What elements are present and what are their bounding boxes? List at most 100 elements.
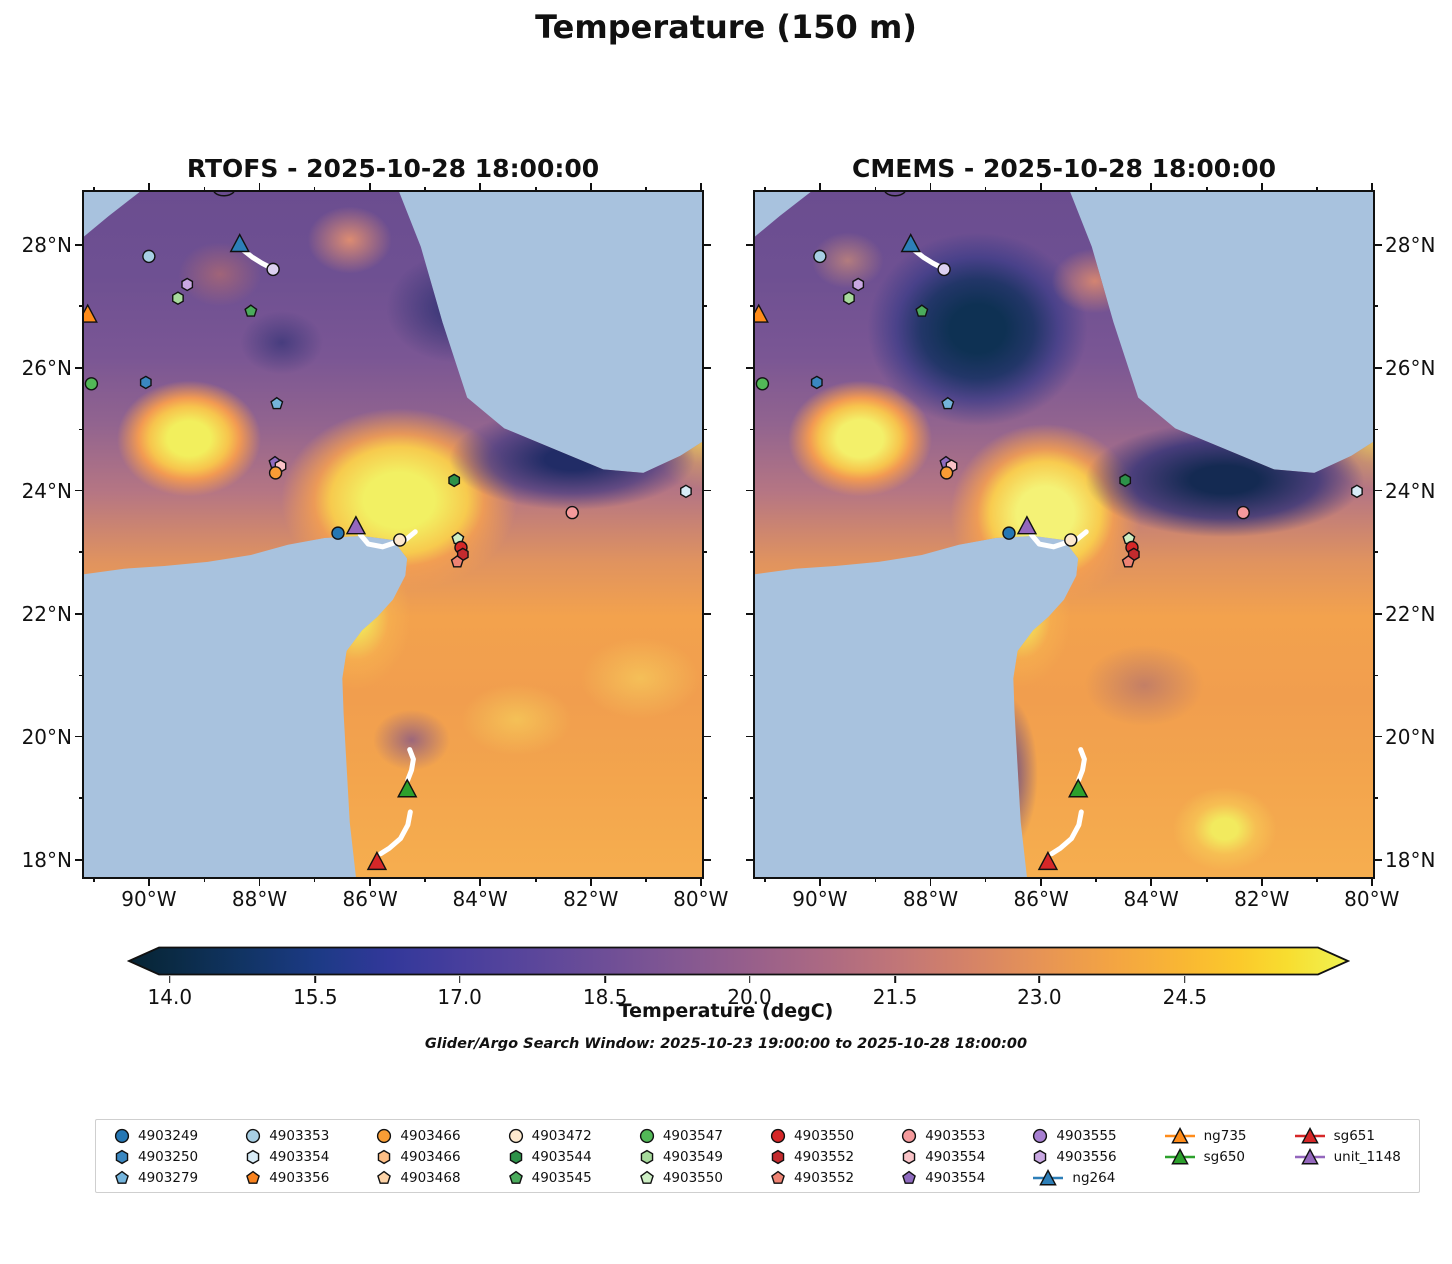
legend-item-sg650: sg650 [1164, 1147, 1247, 1167]
axis-tick [479, 877, 481, 886]
axis-tick [75, 612, 84, 615]
colorbar-tick [314, 976, 317, 983]
marker-4903556 [181, 277, 194, 292]
x-tick-label: 90°W [121, 887, 177, 911]
y-tick-label: 20°N [21, 724, 72, 749]
legend-item-4903468: 4903468 [376, 1168, 461, 1188]
colorbar-tick-label: 17.0 [437, 985, 482, 1009]
axis-tick [750, 674, 755, 677]
geo-overlay-cmems [755, 192, 1363, 871]
legend-column: ng735 sg650 [1164, 1126, 1247, 1167]
triangle-line-icon [1164, 1127, 1195, 1144]
track-ng264 [240, 247, 274, 271]
x-tick-label: 88°W [902, 887, 959, 911]
legend-item-4903553: 4903553 [901, 1126, 985, 1146]
float-swatch-icon [771, 1149, 785, 1165]
glider-swatch-icon [1170, 1127, 1189, 1144]
axis-tick [534, 187, 537, 192]
legend-item-4903353: 4903353 [245, 1126, 329, 1146]
float-swatch-icon [509, 1149, 522, 1165]
legend-item-4903550: 4903550 [639, 1168, 723, 1188]
legend-item-4903466: 4903466 [376, 1126, 461, 1146]
axis-tick [702, 428, 707, 431]
colorbar-label: Temperature (degC) [618, 1000, 834, 1022]
legend-label: 4903554 [925, 1149, 986, 1165]
marker-4903545 [244, 304, 258, 317]
axis-tick [424, 877, 426, 882]
marker-4903472 [1064, 533, 1078, 547]
colorbar-tick-label: 14.0 [147, 985, 193, 1009]
axis-tick [75, 735, 84, 738]
x-tick-label: 90°W [792, 887, 848, 911]
axis-tick [79, 674, 84, 677]
circle-icon [114, 1128, 130, 1144]
legend-item-4903552: 4903552 [770, 1168, 854, 1188]
axis-tick [92, 877, 95, 882]
float-swatch-icon [902, 1128, 917, 1144]
legend-item-4903466: 4903466 [376, 1147, 461, 1167]
axis-tick [92, 187, 95, 192]
track-unit_1148 [1028, 529, 1089, 550]
legend-label: 4903356 [269, 1170, 330, 1186]
legend-item-4903545: 4903545 [508, 1168, 592, 1188]
marker-ng264 [900, 233, 921, 253]
axis-tick [1373, 489, 1382, 492]
colorbar [126, 946, 1351, 976]
colorbar-tick-label: 18.5 [582, 985, 628, 1009]
x-tick-label: 80°W [1344, 887, 1400, 911]
legend-column: 4903466 4903466 4903468 [376, 1126, 461, 1188]
legend-item-unit_1148: unit_1148 [1294, 1147, 1401, 1167]
colorbar-ticks: 14.0 15.5 17.0 18.5 20.0 21.5 23.0 24.5 [127, 976, 1350, 1016]
axis-tick [79, 428, 84, 431]
axis-tick [984, 187, 987, 192]
legend-label: 4903279 [138, 1170, 199, 1186]
axis-tick [1370, 183, 1373, 192]
axis-tick [702, 674, 707, 677]
marker-4903552 [450, 555, 464, 568]
x-tick-label: 82°W [563, 887, 619, 911]
y-tick-label: 18°N [21, 847, 72, 872]
circle-icon [639, 1128, 654, 1144]
legend-item-ng264: ng264 [1032, 1168, 1116, 1188]
circle-icon [246, 1128, 261, 1144]
marker-4903549 [843, 291, 855, 306]
legend-item-4903249: 4903249 [114, 1126, 198, 1146]
legend-column: 4903547 4903549 4903550 [639, 1126, 723, 1188]
axis-tick [702, 367, 711, 369]
legend-item-4903250: 4903250 [114, 1147, 198, 1167]
hexagon-icon [378, 1149, 391, 1165]
axis-tick [79, 551, 84, 554]
triangle-line-icon [1294, 1127, 1325, 1144]
track-unit_1148 [357, 529, 418, 550]
float-swatch-icon [1034, 1149, 1047, 1165]
float-swatch-icon [639, 1128, 654, 1144]
colorbar-tick-label: 21.5 [872, 985, 918, 1009]
legend-label: 4903250 [138, 1149, 199, 1165]
axis-tick [702, 735, 711, 738]
axis-tick [1150, 877, 1152, 886]
hexagon-icon [902, 1149, 916, 1165]
page-title: Temperature (150 m) [535, 8, 917, 46]
axis-tick [746, 858, 755, 861]
pentagon-icon [115, 1170, 129, 1184]
panel-title-rtofs: RTOFS - 2025-10-28 18:00:00 [186, 154, 600, 183]
colorbar-tick [1038, 976, 1041, 983]
float-swatch-icon [246, 1149, 260, 1165]
float-swatch-icon [377, 1128, 392, 1144]
x-tick-label: 84°W [1123, 887, 1179, 911]
legend-label: 4903466 [400, 1149, 461, 1165]
axis-tick [1373, 858, 1382, 861]
marker-4903555 [266, 262, 280, 277]
axis-tick [1260, 183, 1263, 192]
axis-tick [258, 183, 261, 192]
marker-ng735 [84, 303, 98, 323]
axis-tick [79, 797, 84, 800]
legend-label: 4903547 [662, 1128, 723, 1144]
legend-column: 4903353 4903354 4903356 [245, 1126, 329, 1188]
axis-tick [984, 877, 987, 882]
marker-sg650 [1068, 778, 1089, 798]
map-panel-cmems: CMEMS - 2025-10-28 18:00:00 90°W 88°W 86°W… [746, 154, 1435, 911]
float-swatch-icon [640, 1149, 654, 1165]
marker-4903553 [565, 505, 579, 520]
